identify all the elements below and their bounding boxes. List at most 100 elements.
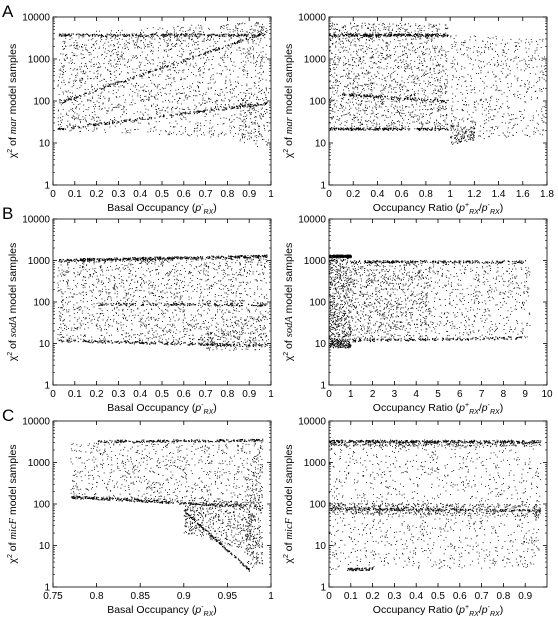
- data-point: [104, 79, 105, 80]
- data-point: [491, 109, 493, 111]
- data-point: [59, 129, 61, 131]
- data-point: [221, 133, 223, 135]
- data-point: [369, 23, 371, 25]
- data-point: [128, 79, 130, 81]
- data-point: [134, 129, 136, 130]
- data-point: [162, 66, 164, 68]
- data-point: [513, 60, 515, 62]
- data-point: [422, 75, 424, 77]
- data-point: [363, 73, 365, 75]
- data-point: [329, 81, 331, 83]
- data-point: [188, 37, 190, 39]
- data-point: [454, 68, 456, 70]
- data-point: [459, 141, 461, 143]
- data-point: [245, 95, 246, 97]
- data-point: [170, 74, 172, 76]
- data-point: [180, 112, 182, 114]
- data-point: [457, 137, 458, 139]
- data-point: [421, 63, 423, 64]
- data-point: [154, 84, 156, 86]
- data-point: [462, 137, 464, 139]
- data-point: [352, 39, 354, 41]
- data-point: [473, 139, 475, 141]
- data-point: [94, 114, 96, 116]
- data-point: [163, 35, 165, 37]
- data-point: [405, 106, 407, 108]
- data-point: [481, 47, 482, 49]
- data-point: [357, 104, 359, 106]
- data-point: [485, 114, 487, 116]
- data-point: [445, 123, 447, 125]
- data-point: [455, 95, 456, 97]
- data-point: [169, 134, 170, 136]
- data-point: [344, 85, 345, 87]
- data-point: [247, 131, 249, 133]
- data-point: [335, 82, 337, 84]
- data-point: [187, 86, 188, 88]
- data-point: [519, 60, 521, 62]
- data-point: [360, 96, 361, 98]
- data-point: [329, 49, 331, 51]
- data-point: [436, 110, 438, 112]
- data-point: [362, 67, 364, 69]
- data-point: [210, 34, 212, 36]
- data-point: [395, 86, 397, 88]
- data-point: [402, 61, 404, 63]
- data-point: [117, 41, 119, 43]
- data-point: [381, 115, 383, 117]
- data-point: [480, 135, 481, 137]
- data-point: [404, 24, 406, 26]
- data-point: [397, 99, 399, 100]
- data-point: [240, 39, 242, 41]
- data-point: [370, 30, 371, 31]
- data-point: [470, 36, 471, 38]
- data-point: [335, 90, 337, 91]
- data-point: [257, 103, 259, 105]
- data-point: [176, 106, 178, 108]
- data-point: [265, 94, 267, 96]
- data-point: [384, 79, 386, 81]
- data-point: [489, 64, 491, 65]
- data-point: [212, 56, 214, 57]
- data-point: [183, 78, 185, 80]
- data-point: [87, 75, 89, 77]
- data-point: [414, 78, 416, 80]
- data-point: [153, 35, 155, 37]
- data-point: [353, 128, 355, 130]
- data-point: [230, 61, 232, 62]
- data-point: [337, 87, 338, 89]
- data-point: [103, 89, 105, 91]
- data-point: [498, 108, 500, 110]
- data-point: [369, 93, 371, 95]
- data-point: [450, 130, 452, 131]
- data-point: [506, 74, 508, 76]
- data-point: [242, 48, 244, 50]
- data-point: [376, 37, 377, 39]
- data-point: [231, 115, 233, 117]
- data-point: [451, 120, 452, 121]
- data-point: [212, 134, 214, 136]
- data-point: [92, 96, 93, 98]
- data-point: [341, 76, 343, 77]
- data-point: [432, 109, 433, 111]
- data-point: [253, 122, 255, 124]
- data-point: [442, 36, 444, 38]
- data-point: [445, 117, 447, 119]
- data-point: [504, 55, 506, 57]
- data-point: [150, 34, 152, 36]
- data-point: [238, 100, 239, 102]
- data-point: [497, 90, 499, 92]
- data-point: [67, 90, 69, 92]
- data-point: [208, 34, 210, 36]
- data-point: [245, 124, 246, 125]
- data-point: [256, 97, 258, 99]
- data-point: [80, 80, 82, 81]
- data-point: [385, 29, 387, 30]
- data-point: [425, 83, 426, 85]
- data-point: [133, 76, 135, 78]
- data-point: [396, 127, 398, 129]
- data-point: [416, 83, 418, 85]
- data-point: [94, 108, 95, 110]
- data-point: [203, 111, 205, 113]
- data-point: [90, 100, 92, 102]
